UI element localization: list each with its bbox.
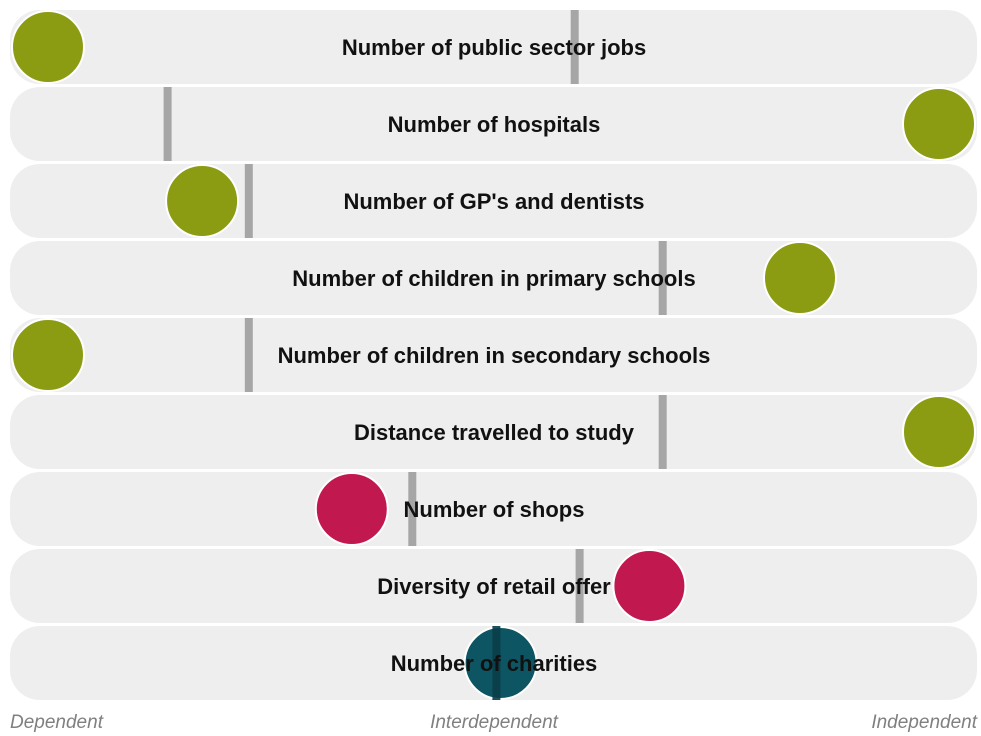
value-dot [165,164,240,238]
reference-marker-overlay [492,626,501,700]
reference-marker [163,87,172,161]
value-dot [314,472,389,546]
row-label: Number of GP's and dentists [343,189,644,214]
row-label: Diversity of retail offer [377,574,611,599]
value-dot [902,87,976,161]
value-dot [11,10,85,84]
row-label: Number of children in secondary schools [278,343,711,368]
row-label: Number of children in primary schools [292,266,695,291]
row-band [10,87,977,161]
row-band [10,472,977,546]
value-dot [763,241,837,315]
value-dot [11,318,85,392]
row-label: Number of public sector jobs [342,35,646,60]
reference-marker [658,395,667,469]
row-label: Distance travelled to study [354,420,635,445]
reference-marker [244,164,253,238]
scale-label-interdependent: Interdependent [430,712,559,733]
row-label: Number of charities [391,651,598,676]
row-band [10,241,977,315]
row-label: Number of hospitals [388,112,601,137]
reference-marker [408,472,417,546]
row-band [10,549,977,623]
value-dot [902,395,976,469]
row-band [10,10,977,84]
scale-label-independent: Independent [871,712,977,733]
reference-marker [570,10,579,84]
reference-marker [658,241,667,315]
reference-marker [575,549,584,623]
row-marks [11,10,976,700]
scale-labels: Dependent Interdependent Independent [10,712,978,733]
reference-marker [244,318,253,392]
value-dot [463,626,538,700]
row-label: Number of shops [404,497,585,522]
row-labels: Number of public sector jobs Number of ho… [278,35,711,676]
value-dot [612,549,687,623]
row-band [10,395,977,469]
scale-label-dependent: Dependent [10,712,104,733]
